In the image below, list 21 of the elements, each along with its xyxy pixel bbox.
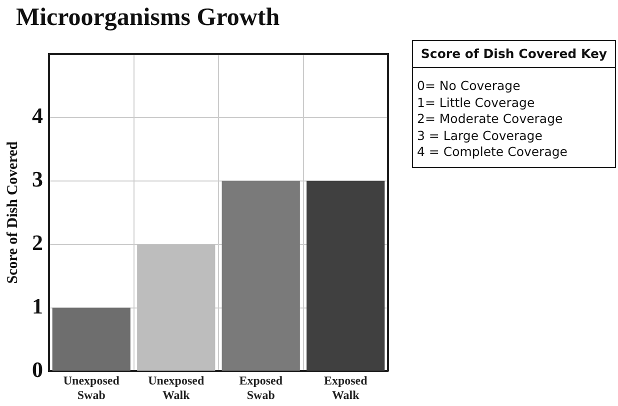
x-tick-label: Exposed Swab	[239, 373, 283, 402]
y-tick-label: 2	[32, 230, 43, 256]
bar	[222, 180, 300, 371]
x-tick-label: Unexposed Walk	[148, 373, 204, 402]
bar	[52, 308, 130, 371]
bar	[137, 244, 216, 371]
text: Score of Dish Covered Key	[413, 41, 615, 68]
x-tick-label: Unexposed Swab	[63, 373, 120, 402]
y-tick-label: 4	[32, 103, 43, 128]
y-tick-label: 3	[32, 166, 43, 192]
y-axis-title: Score of Dish Covered	[4, 140, 21, 284]
chart-title: Microorganisms Growth	[16, 4, 280, 32]
text: 4 = Complete Coverage	[417, 144, 568, 160]
text: 1= Little Coverage	[417, 94, 536, 111]
text: 0= No Coverage	[417, 78, 522, 94]
y-tick-label: 1	[32, 293, 43, 318]
x-tick-label: Exposed Walk	[324, 373, 368, 402]
text: 2= Moderate Coverage	[417, 111, 564, 128]
bar	[306, 180, 385, 371]
text: 3 = Large Coverage	[417, 128, 544, 144]
y-tick-label: 0	[32, 356, 43, 382]
